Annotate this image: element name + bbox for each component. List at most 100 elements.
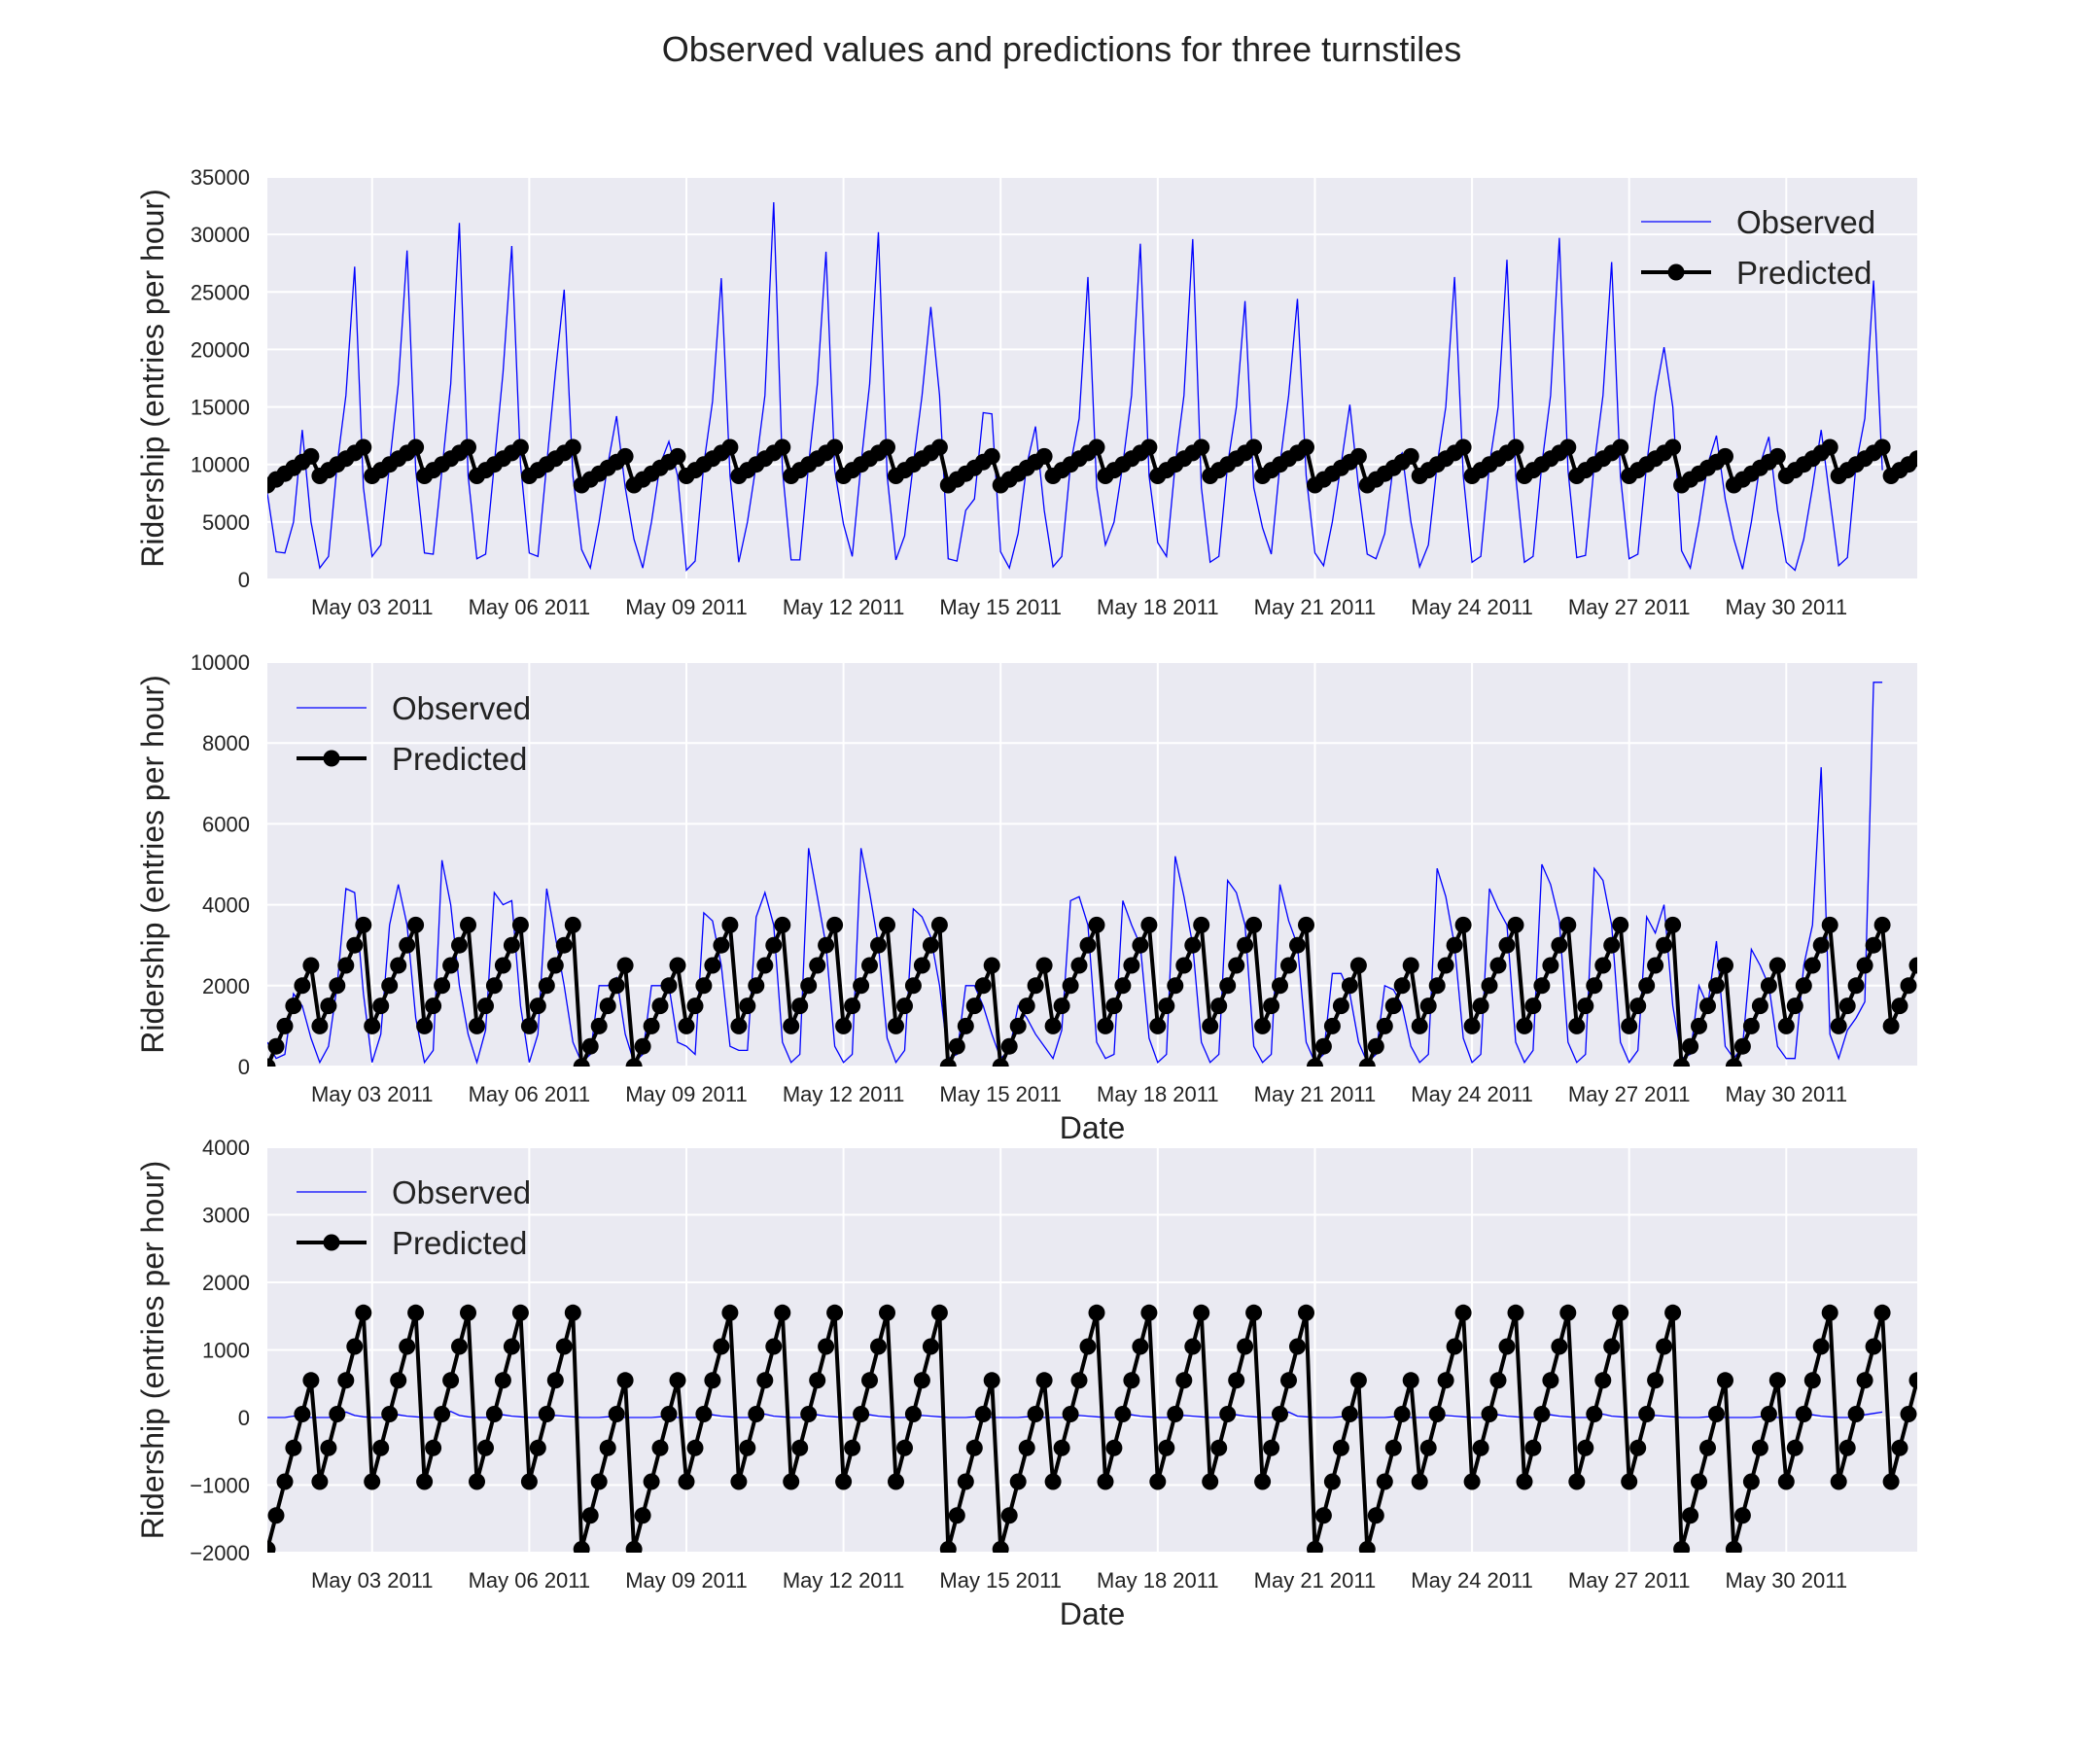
predicted-point bbox=[1638, 977, 1656, 995]
predicted-point bbox=[1193, 1304, 1210, 1321]
y-tick-label: 25000 bbox=[191, 280, 250, 304]
predicted-point bbox=[1280, 1372, 1297, 1389]
predicted-point bbox=[651, 1439, 669, 1456]
predicted-point bbox=[599, 1439, 616, 1456]
y-tick-label: 10000 bbox=[191, 453, 250, 477]
predicted-point bbox=[800, 977, 818, 995]
predicted-point bbox=[992, 1058, 1009, 1067]
predicted-point bbox=[1149, 1017, 1167, 1034]
predicted-point bbox=[355, 1304, 372, 1321]
predicted-point bbox=[608, 977, 625, 995]
predicted-point bbox=[1725, 1541, 1742, 1553]
predicted-point bbox=[1307, 1541, 1323, 1553]
predicted-point bbox=[888, 1017, 904, 1034]
predicted-point bbox=[1568, 1473, 1586, 1490]
predicted-point bbox=[896, 1439, 913, 1456]
predicted-point bbox=[1245, 1304, 1263, 1321]
predicted-point bbox=[651, 998, 669, 1015]
x-axis-label: Date bbox=[1060, 1110, 1126, 1145]
y-tick-label: 30000 bbox=[191, 223, 250, 247]
predicted-point bbox=[503, 1338, 520, 1355]
predicted-point bbox=[1237, 936, 1254, 954]
x-tick-label: May 18 2011 bbox=[1097, 1082, 1219, 1106]
predicted-point bbox=[634, 1037, 651, 1055]
predicted-point bbox=[599, 998, 616, 1015]
predicted-point bbox=[355, 438, 372, 456]
predicted-point bbox=[774, 1304, 791, 1321]
y-tick-label: 0 bbox=[238, 1055, 250, 1079]
predicted-point bbox=[1472, 998, 1489, 1015]
predicted-point bbox=[730, 1017, 748, 1034]
predicted-point bbox=[774, 916, 791, 933]
predicted-point bbox=[329, 977, 346, 995]
predicted-point bbox=[1070, 1372, 1088, 1389]
predicted-point bbox=[879, 1304, 895, 1321]
predicted-point bbox=[1114, 977, 1132, 995]
x-tick-label: May 03 2011 bbox=[311, 1568, 434, 1592]
predicted-point bbox=[721, 1304, 739, 1321]
predicted-point bbox=[1830, 1473, 1847, 1490]
predicted-point bbox=[913, 957, 930, 974]
predicted-point bbox=[1167, 977, 1184, 995]
x-tick-label: May 27 2011 bbox=[1568, 1082, 1691, 1106]
predicted-point bbox=[1018, 998, 1035, 1015]
predicted-point bbox=[1603, 1338, 1621, 1355]
predicted-point bbox=[1559, 1304, 1577, 1321]
predicted-point bbox=[1210, 1439, 1228, 1456]
predicted-point bbox=[1908, 957, 1917, 974]
predicted-point bbox=[965, 1439, 983, 1456]
x-tick-label: May 15 2011 bbox=[939, 595, 1062, 619]
predicted-point bbox=[355, 916, 372, 933]
y-tick-label: 4000 bbox=[202, 1136, 250, 1160]
predicted-point bbox=[1428, 977, 1446, 995]
plot-area bbox=[267, 682, 1917, 1067]
predicted-point bbox=[1664, 438, 1682, 456]
x-tick-label: May 09 2011 bbox=[625, 595, 748, 619]
predicted-point bbox=[1768, 957, 1786, 974]
predicted-point bbox=[1289, 1338, 1306, 1355]
predicted-point bbox=[1035, 1372, 1053, 1389]
y-tick-label: 0 bbox=[238, 1406, 250, 1430]
predicted-point bbox=[1332, 1439, 1349, 1456]
predicted-point bbox=[1263, 1439, 1280, 1456]
predicted-point bbox=[1411, 1017, 1428, 1034]
predicted-point bbox=[1542, 1372, 1559, 1389]
predicted-point bbox=[1768, 447, 1786, 465]
y-tick-label: 35000 bbox=[191, 165, 250, 190]
predicted-point bbox=[704, 957, 721, 974]
predicted-point bbox=[1733, 1507, 1751, 1524]
x-tick-label: May 06 2011 bbox=[469, 1568, 591, 1592]
predicted-point bbox=[477, 1439, 494, 1456]
figure-title: Observed values and predictions for thre… bbox=[662, 29, 1461, 69]
predicted-point bbox=[1254, 1473, 1272, 1490]
predicted-point bbox=[511, 438, 529, 456]
predicted-point bbox=[1524, 1439, 1542, 1456]
predicted-point bbox=[1873, 1304, 1891, 1321]
predicted-point bbox=[390, 1372, 407, 1389]
predicted-point bbox=[1629, 998, 1647, 1015]
predicted-point bbox=[1454, 438, 1472, 456]
predicted-point bbox=[809, 957, 826, 974]
predicted-point bbox=[1498, 936, 1516, 954]
predicted-point bbox=[695, 977, 713, 995]
predicted-point bbox=[1358, 1541, 1376, 1553]
predicted-point bbox=[1140, 438, 1158, 456]
predicted-point bbox=[1742, 1473, 1760, 1490]
predicted-point bbox=[1865, 936, 1882, 954]
legend-observed-label: Observed bbox=[392, 690, 531, 726]
predicted-point bbox=[669, 1372, 686, 1389]
predicted-point bbox=[1717, 447, 1733, 465]
predicted-point bbox=[1629, 1439, 1647, 1456]
predicted-point bbox=[346, 1338, 364, 1355]
x-tick-label: May 06 2011 bbox=[469, 595, 591, 619]
predicted-point bbox=[1751, 998, 1768, 1015]
predicted-point bbox=[818, 1338, 835, 1355]
y-tick-label: 20000 bbox=[191, 337, 250, 362]
predicted-point bbox=[1105, 1439, 1123, 1456]
predicted-point bbox=[1621, 1017, 1638, 1034]
predicted-point bbox=[469, 1473, 485, 1490]
predicted-point bbox=[1097, 1017, 1114, 1034]
predicted-point bbox=[1891, 998, 1908, 1015]
predicted-point bbox=[1079, 936, 1097, 954]
